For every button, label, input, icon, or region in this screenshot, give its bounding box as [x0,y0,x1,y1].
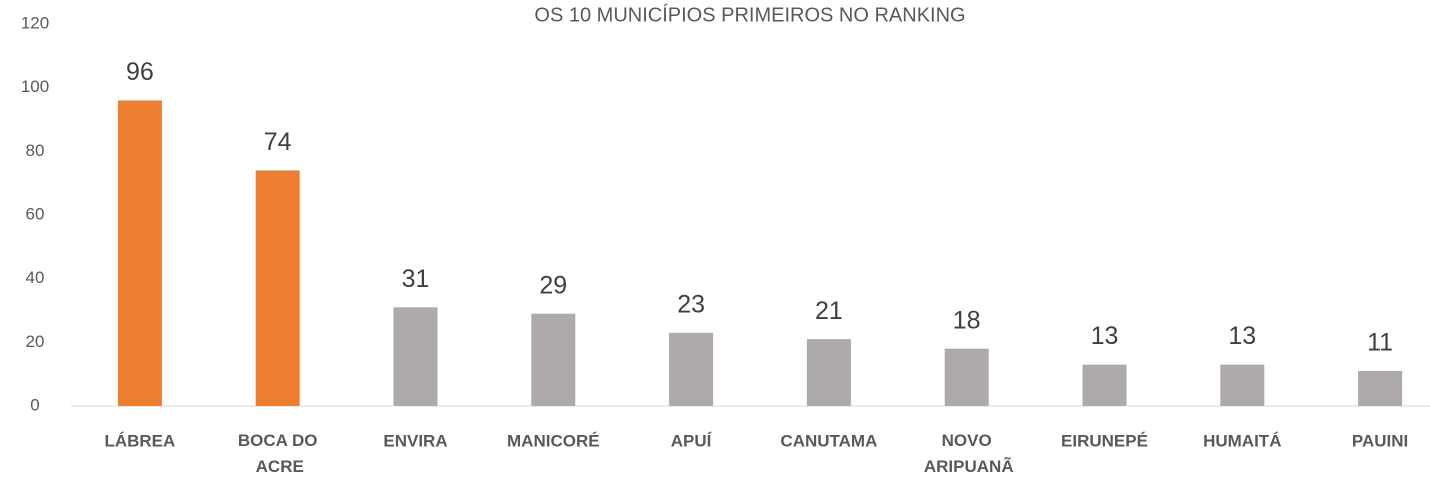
bar [806,339,851,406]
bar [255,170,300,406]
x-tick-label: EIRUNEPÉ [1061,431,1148,450]
x-tick-label: MANICORÉ [507,431,600,450]
x-tick-label: CANUTAMA [780,431,877,450]
y-tick-label: 120 [21,13,49,32]
data-label: 13 [1228,322,1256,350]
y-tick-label: 20 [26,332,45,351]
y-tick-label: 60 [26,204,45,223]
bar [669,332,714,406]
bar [944,348,989,406]
data-label: 29 [539,271,567,299]
chart-title: OS 10 MUNICÍPIOS PRIMEIROS NO RANKING [534,3,965,26]
data-label: 13 [1091,322,1119,350]
data-label: 74 [264,128,292,156]
data-label: 31 [402,265,430,293]
bar [393,307,438,406]
y-tick-label: 80 [26,141,45,160]
x-tick-label: APUÍ [671,431,713,450]
bar [1358,370,1403,406]
y-tick-label: 100 [21,77,49,96]
x-tick-label: BOCA DO ACRE [238,431,318,476]
bar [1082,364,1127,406]
bar [117,100,162,407]
data-label: 21 [815,297,843,325]
x-tick-label: LÁBREA [104,431,175,450]
bar [531,313,576,406]
x-tick-label: NOVO ARIPUANÃ [920,431,1014,476]
y-tick-label: 0 [30,395,39,414]
x-tick-label: HUMAITÁ [1203,431,1281,450]
data-label: 23 [677,290,705,318]
data-label: 11 [1367,329,1393,357]
data-label: 96 [126,58,154,86]
data-label: 18 [953,306,981,334]
x-tick-label: ENVIRA [383,431,447,450]
bar [1220,364,1265,406]
x-tick-label: PAUINI [1352,431,1408,450]
y-tick-label: 40 [26,268,45,287]
